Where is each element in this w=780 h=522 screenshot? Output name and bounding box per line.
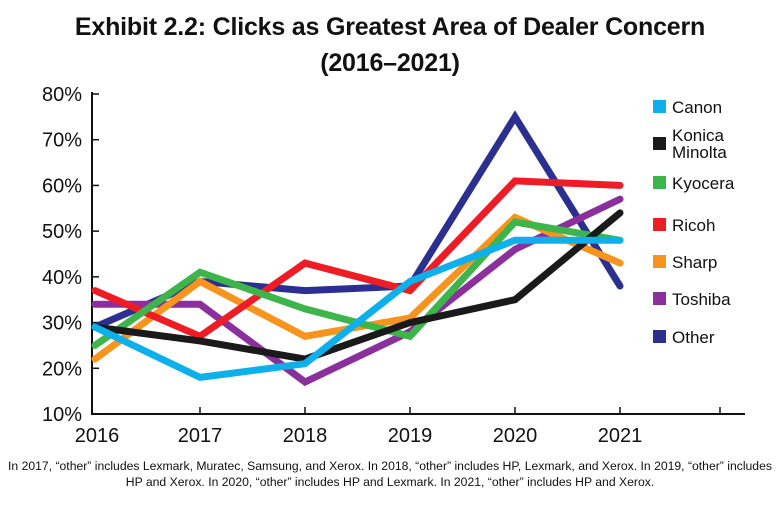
legend-swatch-other (653, 330, 666, 343)
y-tick-label: 60% (42, 175, 82, 197)
y-tick-label: 70% (42, 130, 82, 152)
y-tick-label: 30% (42, 313, 82, 335)
legend-swatch-ricoh (653, 218, 666, 231)
legend-swatch-canon (653, 100, 666, 113)
legend-label-toshiba: Toshiba (672, 290, 731, 309)
legend-label-canon: Canon (672, 98, 722, 117)
legend-label-konica-minolta: Konica (672, 126, 725, 145)
legend-label-sharp: Sharp (672, 253, 717, 272)
series-line-canon (91, 236, 624, 382)
series-lines (91, 110, 624, 387)
series-line-ricoh (91, 177, 624, 341)
y-tick-label: 10% (42, 404, 82, 426)
x-tick-label: 2020 (493, 425, 538, 447)
legend-swatch-toshiba (653, 292, 666, 305)
legend-swatch-sharp (653, 255, 666, 268)
y-tick-label: 20% (42, 358, 82, 380)
legend-label-kyocera: Kyocera (672, 174, 735, 193)
legend-swatch-kyocera (653, 176, 666, 189)
chart-subtitle: (2016–2021) (320, 49, 460, 77)
series-line-other (91, 110, 624, 331)
footnote: In 2017, “other” includes Lexmark, Murat… (8, 459, 772, 489)
x-tick-label: 2016 (75, 425, 120, 447)
x-tick-label: 2021 (598, 425, 643, 447)
series-line-konica-minolta (91, 209, 624, 363)
y-tick-label: 50% (42, 221, 82, 243)
axes: 10% 20% 30% 40% 50% 60% 70% 80% 2016 2017 2018 2019… (42, 84, 745, 447)
legend-label-ricoh: Ricoh (672, 216, 715, 235)
legend-label-other: Other (672, 328, 715, 347)
legend-swatch-konica-minolta (653, 137, 666, 150)
y-tick-label: 40% (42, 267, 82, 289)
x-tick-label: 2018 (283, 425, 328, 447)
legend-label-konica-minolta: Minolta (672, 143, 727, 162)
chart-title: Exhibit 2.2: Clicks as Greatest Area of … (74, 13, 706, 41)
x-tick-label: 2017 (178, 425, 223, 447)
y-tick-label: 80% (42, 84, 82, 106)
x-tick-label: 2019 (388, 425, 433, 447)
line-chart: 10% 20% 30% 40% 50% 60% 70% 80% 2016 2017 2018 2019… (42, 84, 745, 447)
